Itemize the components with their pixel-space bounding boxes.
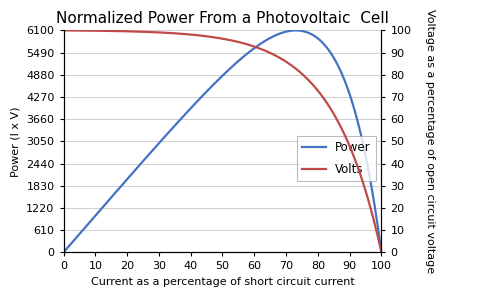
Legend: Power, Volts: Power, Volts xyxy=(297,136,375,181)
Volts xyxy=(61,29,66,32)
Volts xyxy=(206,35,212,39)
Power xyxy=(368,190,374,194)
Power xyxy=(61,250,66,254)
Volts xyxy=(378,250,384,254)
Power xyxy=(368,189,374,193)
Power xyxy=(206,87,212,90)
Volts xyxy=(215,36,221,40)
X-axis label: Current as a percentage of short circuit current: Current as a percentage of short circuit… xyxy=(90,277,354,287)
Volts xyxy=(368,212,374,216)
Line: Volts: Volts xyxy=(63,30,381,252)
Power xyxy=(77,232,82,235)
Power xyxy=(292,29,298,32)
Volts xyxy=(368,212,374,215)
Volts xyxy=(310,84,316,88)
Power xyxy=(215,78,221,82)
Title: Normalized Power From a Photovoltaic  Cell: Normalized Power From a Photovoltaic Cel… xyxy=(56,12,388,26)
Y-axis label: Voltage as a percentage of open circuit voltage: Voltage as a percentage of open circuit … xyxy=(425,9,434,273)
Y-axis label: Power (I x V): Power (I x V) xyxy=(11,106,20,177)
Line: Power: Power xyxy=(63,30,381,252)
Power xyxy=(378,250,384,254)
Volts xyxy=(77,29,82,32)
Power xyxy=(310,34,316,37)
